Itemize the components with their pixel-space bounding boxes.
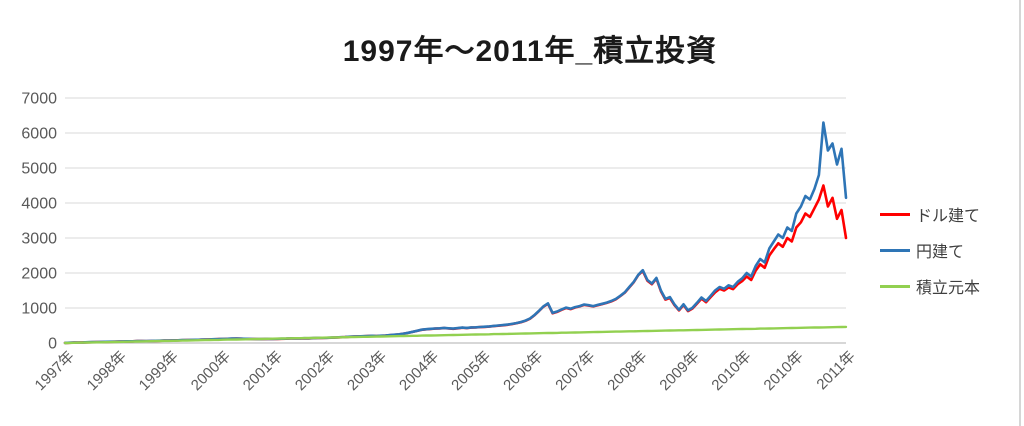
x-axis-tick-label: 2008年	[604, 348, 650, 394]
x-axis-tick-label: 2000年	[188, 348, 234, 394]
x-axis-tick-label: 2004年	[396, 348, 442, 394]
chart-title: 1997年～2011年_積立投資	[342, 35, 718, 68]
x-axis-tick-label: 2009年	[656, 348, 702, 394]
y-axis-tick-label: 5000	[21, 161, 57, 178]
y-axis-tick-label: 1000	[21, 301, 57, 318]
x-axis-tick-label: 2010年	[761, 348, 807, 394]
x-axis-tick-label: 2006年	[500, 348, 546, 394]
legend-swatch-jpy	[880, 248, 910, 252]
y-axis-tick-label: 2000	[21, 266, 57, 283]
y-axis-tick-label: 4000	[21, 196, 57, 213]
y-axis-tick-label: 6000	[21, 126, 57, 143]
series-line-0	[63, 184, 848, 345]
x-axis-tick-label: 2007年	[552, 348, 598, 394]
y-axis-tick-label: 7000	[21, 91, 57, 108]
x-axis-tick-label: 1999年	[136, 348, 182, 394]
x-axis-tick-label: 2001年	[240, 348, 286, 394]
series-line-1	[63, 121, 848, 345]
legend-item-jpy: 円建て	[880, 239, 980, 261]
series-line-2	[63, 325, 848, 345]
legend-item-principal: 積立元本	[880, 275, 980, 297]
x-axis-tick-label: 1998年	[84, 348, 130, 394]
y-axis-tick-label: 0	[48, 336, 57, 353]
x-axis-tick-label: 2003年	[344, 348, 390, 394]
x-axis-tick-label: 2005年	[448, 348, 494, 394]
legend-label-usd: ドル建て	[916, 208, 981, 225]
legend: ドル建て 円建て 積立元本	[880, 203, 980, 297]
x-axis-tick-label: 2011年	[813, 348, 858, 393]
x-axis-tick-label: 2010年	[708, 348, 754, 394]
y-axis-tick-label: 3000	[21, 231, 57, 248]
legend-swatch-principal	[880, 284, 910, 288]
x-axis-tick-label: 2002年	[292, 348, 338, 394]
chart-right-border	[1019, 0, 1021, 426]
legend-label-principal: 積立元本	[916, 280, 981, 297]
legend-item-usd: ドル建て	[880, 203, 980, 225]
legend-label-jpy: 円建て	[916, 244, 965, 261]
legend-swatch-usd	[880, 212, 910, 216]
x-axis-tick-label: 1997年	[32, 348, 78, 394]
